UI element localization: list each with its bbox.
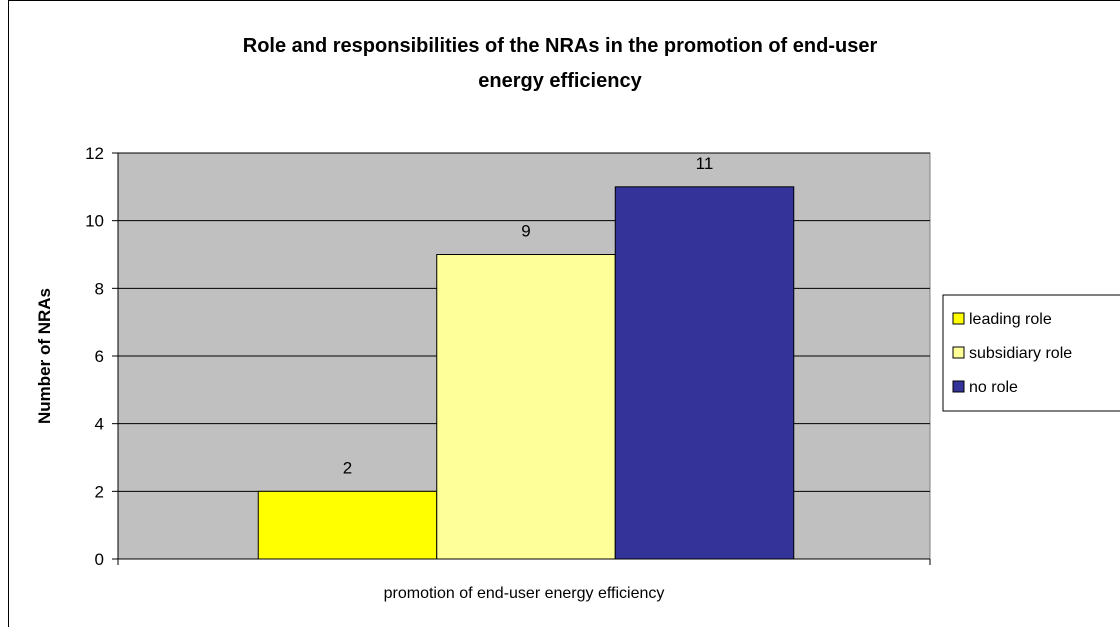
legend-swatch xyxy=(952,346,965,359)
legend-box xyxy=(942,294,1120,412)
y-axis-title: Number of NRAs xyxy=(35,288,54,424)
y-tick-label: 6 xyxy=(95,347,104,366)
legend-label: no role xyxy=(969,379,1018,396)
y-tick-label: 2 xyxy=(95,482,104,501)
y-tick-label: 8 xyxy=(95,279,104,298)
legend-label: subsidiary role xyxy=(969,345,1072,362)
x-category-label: promotion of end-user energy efficiency xyxy=(384,585,665,602)
data-label: 11 xyxy=(696,154,714,173)
y-tick-label: 10 xyxy=(85,212,104,231)
legend-swatch xyxy=(952,380,965,393)
bar-leading-role xyxy=(257,490,438,560)
chart-title-line-2: energy efficiency xyxy=(478,70,642,92)
bar-no-role xyxy=(614,186,795,560)
y-tick-label: 0 xyxy=(95,550,104,569)
y-tick-label: 12 xyxy=(85,144,104,163)
y-tick-label: 4 xyxy=(95,415,104,434)
chart-title-line-1: Role and responsibilities of the NRAs in… xyxy=(242,35,878,57)
data-label: 9 xyxy=(521,222,530,241)
legend-label: leading role xyxy=(969,311,1052,328)
legend-swatch xyxy=(952,312,965,325)
data-label: 2 xyxy=(343,458,352,477)
bar-subsidiary-role xyxy=(436,254,616,560)
